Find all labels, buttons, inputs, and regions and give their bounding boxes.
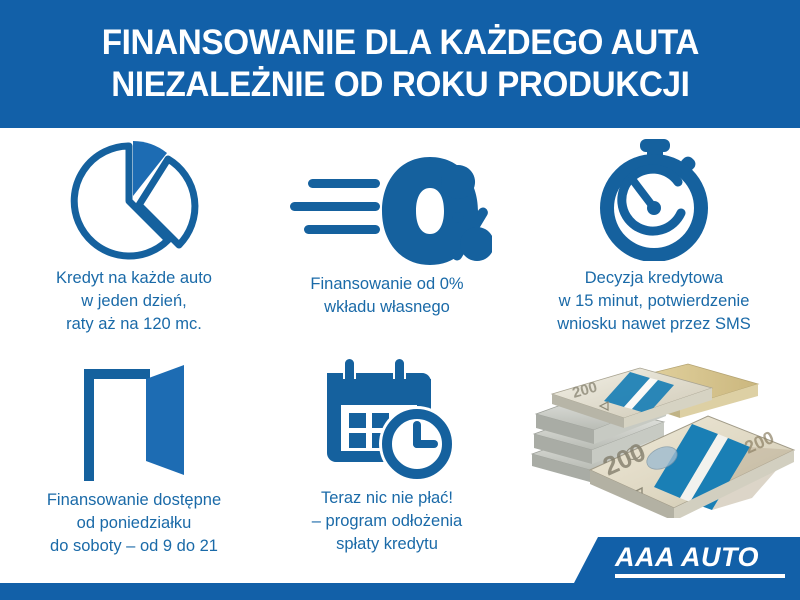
feature-caption: Kredyt na każde auto w jeden dzień, raty… [56, 267, 212, 336]
caption-line: Decyzja kredytowa [584, 269, 724, 287]
pie-chart-icon [67, 136, 202, 261]
feature-grid: Kredyt na każde auto w jeden dzień, raty… [0, 128, 800, 583]
caption-line: w 15 minut, potwierdzenie [558, 292, 750, 310]
feature-item-decision: Decyzja kredytowa w 15 minut, potwierdze… [508, 136, 800, 336]
svg-text:200: 200 [570, 379, 599, 402]
headline-line-1: FINANSOWANIE DLA KAŻDEGO AUTA [101, 23, 699, 62]
caption-line: – program odłożenia [311, 512, 463, 530]
aaa-auto-logo-text: AAA AUTO [615, 542, 759, 572]
calendar-clock-icon [317, 356, 457, 481]
bottom-bar [0, 583, 800, 600]
caption-line: Teraz nic nie płać! [320, 489, 454, 507]
feature-caption: Teraz nic nie płać! – program odłożenia … [312, 487, 462, 556]
caption-line: od poniedziałku [76, 514, 192, 532]
feature-item-credit: Kredyt na każde auto w jeden dzień, raty… [0, 136, 268, 336]
caption-line: Finansowanie od 0% [310, 275, 464, 293]
feature-caption: Finansowanie od 0% wkładu własnego [310, 273, 463, 319]
poster-header: FINANSOWANIE DLA KAŻDEGO AUTA NIEZALEŻNI… [0, 0, 800, 128]
aaa-auto-logo-underline [615, 574, 785, 578]
zero-percent-icon [282, 142, 492, 267]
open-door-icon [72, 358, 197, 483]
caption-line: spłaty kredytu [336, 535, 438, 553]
caption-line: Kredyt na każde auto [56, 269, 212, 287]
caption-line: do soboty – od 9 do 21 [50, 537, 218, 555]
cash-stacks-image: 200 200 2 [512, 358, 800, 521]
caption-line: wniosku nawet przez SMS [557, 315, 751, 333]
feature-caption: Decyzja kredytowa w 15 minut, potwierdze… [557, 267, 751, 336]
aaa-auto-logo[interactable]: AAA AUTO [560, 537, 800, 583]
feature-item-deferred-payment: Teraz nic nie płać! – program odłożenia … [262, 356, 512, 556]
caption-line: Finansowanie dostępne [46, 491, 222, 509]
headline-line-2: NIEZALEŻNIE OD ROKU PRODUKCJI [110, 65, 690, 104]
feature-item-opening-hours: Finansowanie dostępne od poniedziałku do… [0, 358, 268, 558]
caption-line: raty aż na 120 mc. [66, 315, 202, 333]
feature-caption: Finansowanie dostępne od poniedziałku do… [47, 489, 221, 558]
caption-line: wkładu własnego [324, 298, 450, 316]
caption-line: w jeden dzień, [81, 292, 187, 310]
feature-item-zero-percent: Finansowanie od 0% wkładu własnego [262, 142, 512, 319]
stopwatch-icon [584, 136, 724, 261]
